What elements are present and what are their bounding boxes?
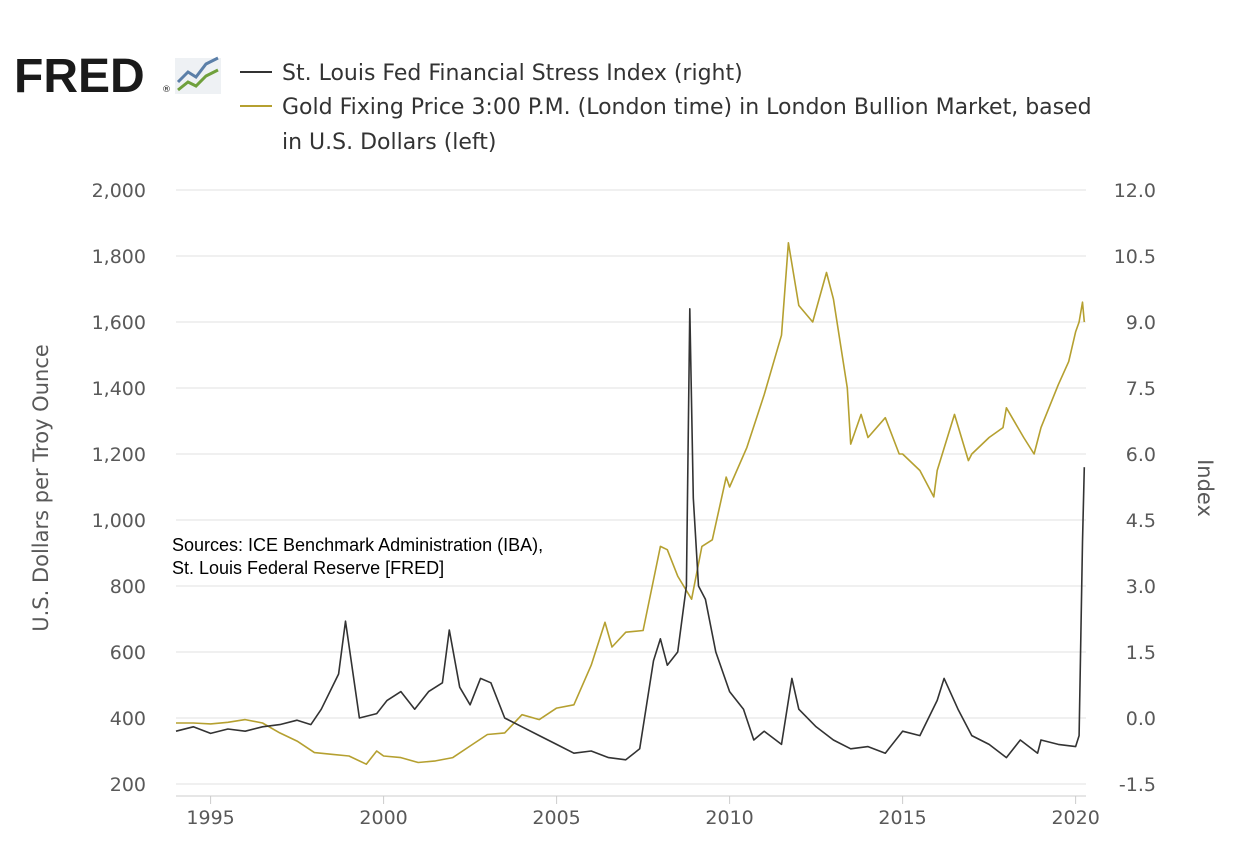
left-tick-label: 400 bbox=[110, 708, 146, 730]
x-tick-label: 2005 bbox=[532, 807, 580, 829]
left-tick-label: 1,400 bbox=[92, 378, 146, 400]
legend-item-stress-index: St. Louis Fed Financial Stress Index (ri… bbox=[240, 61, 743, 86]
left-tick-label: 1,800 bbox=[92, 246, 146, 268]
series-line-stress-index bbox=[175, 307, 1086, 761]
right-tick-label: 10.5 bbox=[1114, 246, 1156, 268]
left-tick-label: 1,000 bbox=[92, 510, 146, 532]
right-tick-label: 7.5 bbox=[1126, 378, 1156, 400]
fred-logo: FRED ® bbox=[14, 50, 221, 103]
right-tick-label: 12.0 bbox=[1114, 180, 1156, 202]
x-tick-label: 2010 bbox=[705, 807, 753, 829]
right-tick-label: 4.5 bbox=[1126, 510, 1156, 532]
right-tick-label: -1.5 bbox=[1119, 774, 1156, 796]
x-tick-label: 2020 bbox=[1051, 807, 1099, 829]
left-axis-title: U.S. Dollars per Troy Ounce bbox=[29, 344, 53, 632]
legend-label-gold-price-line1: Gold Fixing Price 3:00 P.M. (London time… bbox=[282, 95, 1092, 120]
left-tick-label: 800 bbox=[110, 576, 146, 598]
x-tick-label: 1995 bbox=[186, 807, 234, 829]
source-note-line1: Sources: ICE Benchmark Administration (I… bbox=[172, 535, 543, 555]
x-tick-label: 2000 bbox=[359, 807, 407, 829]
right-tick-label: 3.0 bbox=[1126, 576, 1156, 598]
logo-mark: ® bbox=[162, 85, 171, 95]
source-note: Sources: ICE Benchmark Administration (I… bbox=[172, 535, 543, 578]
right-tick-label: 9.0 bbox=[1126, 312, 1156, 334]
right-axis-ticks: -1.5 0.0 1.5 3.0 4.5 6.0 7.5 9.0 10.5 12.0 bbox=[1114, 180, 1156, 796]
legend-label-gold-price-line2: in U.S. Dollars (left) bbox=[282, 130, 497, 155]
right-tick-label: 0.0 bbox=[1126, 708, 1156, 730]
legend-item-gold-price: Gold Fixing Price 3:00 P.M. (London time… bbox=[240, 95, 1092, 155]
left-tick-label: 600 bbox=[110, 642, 146, 664]
right-tick-label: 6.0 bbox=[1126, 444, 1156, 466]
left-tick-label: 2,000 bbox=[92, 180, 146, 202]
logo-text: FRED bbox=[14, 50, 145, 103]
right-tick-label: 1.5 bbox=[1126, 642, 1156, 664]
left-tick-label: 200 bbox=[110, 774, 146, 796]
source-note-line2: St. Louis Federal Reserve [FRED] bbox=[172, 558, 444, 578]
legend: St. Louis Fed Financial Stress Index (ri… bbox=[240, 61, 1092, 155]
legend-label-stress-index: St. Louis Fed Financial Stress Index (ri… bbox=[282, 61, 743, 86]
left-tick-label: 1,200 bbox=[92, 444, 146, 466]
series-lines bbox=[175, 242, 1086, 766]
x-axis-ticks: 1995 2000 2005 2010 2015 2020 bbox=[176, 795, 1100, 829]
left-axis-ticks: 200 400 600 800 1,000 1,200 1,400 1,600 1,800 2,0… bbox=[92, 180, 146, 796]
x-tick-label: 2015 bbox=[878, 807, 926, 829]
trend-chart-icon bbox=[175, 56, 221, 94]
gridlines bbox=[176, 189, 1086, 785]
left-tick-label: 1,600 bbox=[92, 312, 146, 334]
series-line-gold-price bbox=[176, 242, 1086, 766]
right-axis-title: Index bbox=[1193, 459, 1217, 517]
